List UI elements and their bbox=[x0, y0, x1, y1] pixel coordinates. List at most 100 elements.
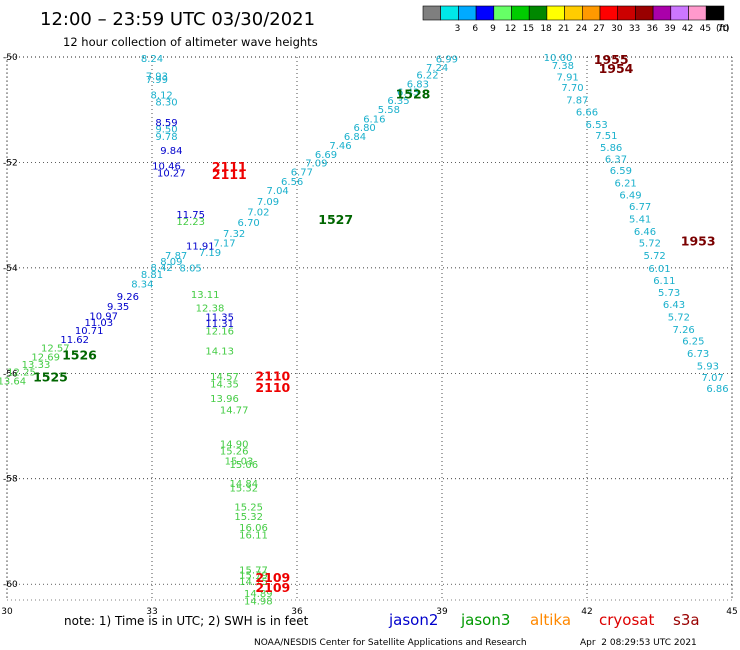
color-bin-swatch bbox=[617, 5, 636, 21]
wave-height-value: 15.25 bbox=[234, 503, 263, 514]
wave-height-value: 11.62 bbox=[60, 335, 89, 346]
color-scale-unit: (ft) bbox=[716, 24, 730, 34]
wave-height-value: 6.11 bbox=[653, 276, 675, 287]
wave-height-value: 11.03 bbox=[85, 318, 114, 329]
satellite-legend-jason2: jason2 bbox=[388, 611, 438, 629]
longitude-tick-label: 39 bbox=[436, 607, 448, 617]
color-bin-swatch bbox=[581, 5, 601, 21]
wave-height-value: 6.35 bbox=[387, 96, 409, 107]
wave-height-value: 7.70 bbox=[561, 83, 583, 94]
wave-height-value: 9.84 bbox=[160, 146, 182, 157]
wave-height-value: 13.11 bbox=[191, 290, 220, 301]
color-bin-swatch bbox=[564, 5, 583, 21]
wave-height-value: 15.32 bbox=[230, 484, 259, 495]
color-bin-label: 45 bbox=[700, 24, 711, 34]
wave-height-value: 16.06 bbox=[239, 523, 268, 534]
wave-height-value: 6.73 bbox=[687, 349, 709, 360]
wave-height-value: 6.43 bbox=[663, 300, 685, 311]
wave-height-value: 6.53 bbox=[586, 120, 608, 131]
wave-height-value: 9.26 bbox=[117, 292, 139, 303]
wave-height-value: 14.90 bbox=[220, 439, 249, 450]
latitude-tick-label: -50 bbox=[3, 53, 18, 63]
wave-height-value: 6.99 bbox=[436, 55, 458, 66]
wave-height-value: 7.26 bbox=[673, 325, 695, 336]
latitude-tick-label: -54 bbox=[3, 264, 18, 274]
wave-height-value: 10.71 bbox=[75, 326, 104, 337]
wave-height-value: 7.38 bbox=[552, 61, 574, 72]
color-bin-swatch bbox=[528, 5, 548, 21]
color-bin-label: 6 bbox=[472, 24, 478, 34]
wave-height-value: 14.57 bbox=[210, 372, 239, 383]
footer-note: note: 1) Time is in UTC; 2) SWH is in fe… bbox=[64, 614, 309, 628]
wave-height-value: 8.59 bbox=[155, 118, 177, 129]
wave-height-value: 6.16 bbox=[363, 115, 385, 126]
color-bin-swatch bbox=[670, 5, 689, 21]
wave-height-value: 7.93 bbox=[146, 71, 168, 82]
color-bin-swatch bbox=[475, 5, 495, 21]
latitude-tick-label: -56 bbox=[3, 369, 18, 379]
color-bin-label: 42 bbox=[682, 24, 693, 34]
wave-height-value: 6.25 bbox=[682, 337, 704, 348]
pass-time-label: 1525 bbox=[33, 369, 68, 384]
wave-height-value: 10.00 bbox=[544, 53, 573, 64]
pass-time-label: 1527 bbox=[318, 212, 353, 227]
axis-tick-labels: 30 33 36 39 42 45 -50 -52 -54 -56 -58 -60 bbox=[1, 53, 737, 617]
wave-height-value: 15.77 bbox=[239, 565, 268, 576]
color-bin-swatch bbox=[635, 5, 654, 21]
longitude-tick-label: 33 bbox=[146, 607, 157, 617]
color-bin-swatch bbox=[511, 5, 530, 21]
map-frame bbox=[6, 56, 733, 601]
color-bin-label: 15 bbox=[523, 24, 534, 34]
wave-height-value: 14.77 bbox=[220, 406, 249, 417]
color-bin-swatch bbox=[705, 5, 725, 21]
wave-height-value: 12.69 bbox=[31, 352, 60, 363]
page-subtitle: 12 hour collection of altimeter wave hei… bbox=[63, 35, 318, 49]
wave-height-value: 5.72 bbox=[668, 312, 690, 323]
latitude-tick-label: -58 bbox=[3, 475, 18, 485]
wave-height-value: 6.77 bbox=[629, 202, 651, 213]
color-bin-label: 21 bbox=[558, 24, 569, 34]
wave-height-value: 16.11 bbox=[239, 531, 268, 542]
pass-time-label: 2109 bbox=[255, 580, 290, 595]
satellite-legend: jason2 jason3 altika cryosat s3a bbox=[388, 611, 700, 629]
footer-timestamp: Apr 2 08:29:53 UTC 2021 bbox=[580, 638, 697, 648]
wave-height-value: 7.91 bbox=[557, 73, 579, 84]
wave-height-value: 7.46 bbox=[329, 141, 351, 152]
wave-height-value: 8.24 bbox=[141, 54, 163, 65]
pass-time-label: 1954 bbox=[599, 61, 634, 76]
color-bin-label: 33 bbox=[629, 24, 640, 34]
color-bin-label: 9 bbox=[490, 24, 496, 34]
wave-height-value: 8.81 bbox=[141, 270, 163, 281]
wave-height-value: 6.83 bbox=[407, 79, 429, 90]
color-bin-label: 27 bbox=[593, 24, 604, 34]
color-bin-label: 12 bbox=[505, 24, 516, 34]
color-bin-swatch bbox=[546, 5, 565, 21]
wave-height-value: 8.34 bbox=[131, 280, 153, 291]
wave-height-value: 15.06 bbox=[230, 460, 259, 471]
wave-height-value: 5.86 bbox=[600, 143, 622, 154]
wave-height-value: 7.17 bbox=[213, 239, 235, 250]
wave-height-value: 6.43 bbox=[397, 87, 419, 98]
wave-height-value: 15.79 bbox=[239, 571, 268, 582]
wave-height-value: 9.35 bbox=[107, 302, 129, 313]
wave-height-value: 12.38 bbox=[196, 303, 225, 314]
color-bin-label: 36 bbox=[647, 24, 659, 34]
wave-height-value: 6.37 bbox=[605, 155, 627, 166]
wave-height-value: 14.84 bbox=[230, 479, 259, 490]
wave-height-value: 8.05 bbox=[180, 263, 202, 274]
wave-height-value: 13.33 bbox=[22, 360, 51, 371]
pass-time-label: 1953 bbox=[681, 233, 716, 248]
wave-height-value: 8.42 bbox=[151, 263, 173, 274]
color-bin-label: 70 bbox=[717, 24, 729, 34]
wave-height-value: 7.51 bbox=[595, 131, 617, 142]
wave-height-value: 11.91 bbox=[186, 242, 215, 253]
wave-height-value: 6.86 bbox=[706, 384, 728, 395]
latitude-tick-label: -52 bbox=[3, 158, 18, 168]
longitude-tick-label: 42 bbox=[581, 607, 592, 617]
wave-height-value: 11.35 bbox=[205, 312, 234, 323]
wave-height-value: 7.32 bbox=[223, 229, 245, 240]
wave-height-value: 6.66 bbox=[576, 107, 598, 118]
wave-height-value: 14.35 bbox=[210, 379, 239, 390]
